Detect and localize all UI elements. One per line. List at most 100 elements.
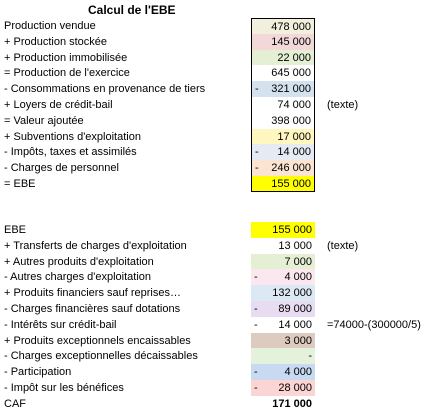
value-cell[interactable]: 74 000: [251, 97, 315, 113]
value-cell[interactable]: 171 000: [251, 395, 315, 412]
row-label: - Autres charges d'exploitation: [4, 271, 152, 284]
row-label: - Impôts, taxes et assimilés: [4, 146, 137, 159]
value-cell[interactable]: 145 000: [251, 33, 315, 50]
section1-row: - Impôts, taxes et assimilés - 14 000: [0, 144, 425, 161]
section1-row: + Production immobilisée 22 000: [0, 49, 425, 66]
value-sign: -: [255, 162, 259, 175]
row-label: + Subventions d'exploitation: [4, 130, 141, 143]
value-sign: -: [254, 303, 258, 315]
row-label: - Charges exceptionnelles décaissables: [4, 350, 198, 363]
row-label: - Participation: [4, 366, 72, 379]
value-cell[interactable]: 132 000: [251, 285, 315, 302]
value-number: 4 000: [284, 366, 312, 379]
section1-row: - Consommations en provenance de tiers -3…: [0, 81, 425, 98]
section2-row: - Charges exceptionnelles décaissables -: [0, 348, 425, 365]
value-sign: -: [254, 382, 258, 394]
section2-row: - Autres charges d'exploitation - 4 000: [0, 269, 425, 286]
row-label: + Produits financiers sauf reprises…: [4, 287, 181, 300]
value-cell[interactable]: -: [251, 348, 315, 365]
section2-row: - Impôt sur les bénéfices - 28 000: [0, 380, 425, 396]
row-note: =74000-(300000/5): [327, 318, 421, 331]
row-label: Production vendue: [4, 20, 96, 32]
value-number: 28 000: [278, 382, 312, 394]
section2-row: - Charges financières sauf dotations - 89 …: [0, 301, 425, 317]
value-number: 4 000: [284, 271, 312, 284]
value-cell[interactable]: - 14 000: [251, 316, 315, 333]
value-number: -: [308, 350, 312, 363]
row-note: (texte): [327, 99, 359, 111]
value-number: 132 000: [272, 287, 312, 300]
row-label: + Production immobilisée: [4, 51, 128, 64]
section1-row: + Subventions d'exploitation 17 000: [0, 128, 425, 145]
page-title: Calcul de l'EBE: [88, 3, 176, 17]
value-cell[interactable]: -321 000: [251, 81, 315, 98]
section1-row: Production vendue 478 000: [0, 18, 425, 34]
value-number: 398 000: [271, 114, 311, 127]
row-label: - Consommations en provenance de tiers: [4, 83, 206, 96]
section1-row: - Charges de personnel -246 000: [0, 160, 425, 177]
value-cell[interactable]: 17 000: [251, 128, 315, 145]
value-number: 17 000: [277, 130, 311, 143]
value-sign: -: [255, 83, 259, 96]
value-cell[interactable]: 645 000: [251, 65, 315, 82]
row-label: CAF: [4, 397, 26, 410]
value-cell[interactable]: 22 000: [251, 49, 315, 66]
value-cell[interactable]: -246 000: [251, 160, 315, 177]
value-number: 155 000: [272, 224, 312, 236]
value-cell[interactable]: 7 000: [251, 253, 315, 270]
section2-row: + Transferts de charges d'exploitation 13…: [0, 237, 425, 254]
value-cell[interactable]: 13 000: [251, 237, 315, 254]
value-number: 14 000: [278, 318, 312, 331]
section1-row: = Production de l'exercice 645 000: [0, 65, 425, 82]
value-sign: -: [254, 271, 258, 284]
row-label: + Produits exceptionnels encaissables: [4, 334, 191, 347]
value-cell[interactable]: 478 000: [251, 18, 315, 34]
value-sign: -: [254, 366, 258, 379]
row-label: - Impôt sur les bénéfices: [4, 382, 124, 394]
value-number: 645 000: [271, 67, 311, 80]
section1-row: = EBE 155 000: [0, 176, 425, 192]
section1-row: = Valeur ajoutée 398 000: [0, 112, 425, 129]
value-number: 7 000: [284, 255, 312, 268]
row-label: = Production de l'exercice: [4, 67, 130, 80]
section1-row: + Production stockée 145 000: [0, 33, 425, 50]
value-number: 246 000: [271, 162, 311, 175]
value-sign: -: [254, 318, 258, 331]
row-label: + Transferts de charges d'exploitation: [4, 239, 187, 252]
value-cell[interactable]: - 28 000: [251, 380, 315, 396]
row-label: - Charges de personnel: [4, 162, 119, 175]
row-label: EBE: [4, 224, 27, 236]
row-label: - Charges financières sauf dotations: [4, 303, 181, 315]
value-number: 22 000: [277, 51, 311, 64]
row-label: - Intérêts sur crédit-bail: [4, 318, 117, 331]
value-number: 478 000: [271, 21, 311, 33]
value-number: 171 000: [272, 397, 312, 410]
row-label: = Valeur ajoutée: [4, 114, 84, 127]
value-cell[interactable]: - 14 000: [251, 144, 315, 161]
value-cell[interactable]: - 4 000: [251, 269, 315, 286]
value-number: 321 000: [271, 83, 311, 96]
value-cell[interactable]: 3 000: [251, 332, 315, 349]
section1-row: + Loyers de crédit-bail 74 000 (texte): [0, 97, 425, 113]
row-label: + Loyers de crédit-bail: [4, 99, 113, 111]
row-label: + Production stockée: [4, 35, 108, 48]
value-number: 89 000: [278, 303, 312, 315]
value-cell[interactable]: 155 000: [251, 222, 315, 238]
row-note: (texte): [327, 239, 359, 252]
value-sign: -: [255, 146, 259, 159]
row-label: = EBE: [4, 178, 36, 190]
value-number: 145 000: [271, 35, 311, 48]
value-number: 74 000: [277, 99, 311, 111]
section2-row: CAF 171 000: [0, 395, 425, 412]
value-cell[interactable]: 155 000: [251, 176, 315, 192]
section2-row: EBE 155 000: [0, 222, 425, 238]
section2-row: + Produits exceptionnels encaissables 3 0…: [0, 332, 425, 349]
value-number: 13 000: [278, 239, 312, 252]
section2-row: - Participation - 4 000: [0, 364, 425, 381]
value-cell[interactable]: - 89 000: [251, 301, 315, 317]
value-number: 3 000: [284, 334, 312, 347]
value-cell[interactable]: 398 000: [251, 112, 315, 129]
value-number: 14 000: [277, 146, 311, 159]
section2-row: + Autres produits d'exploitation 7 000: [0, 253, 425, 270]
value-cell[interactable]: - 4 000: [251, 364, 315, 381]
